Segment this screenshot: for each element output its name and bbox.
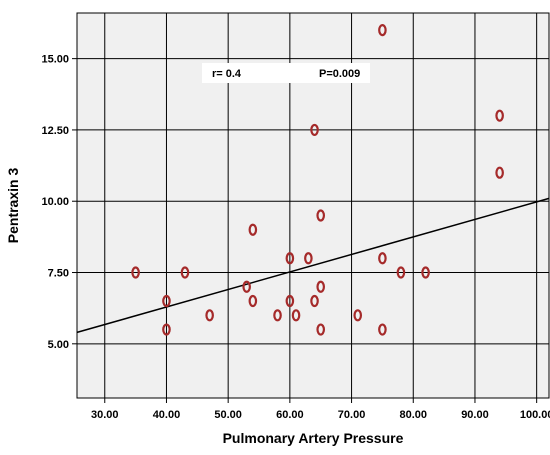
y-tick-label: 15.00: [41, 54, 69, 66]
data-point: [248, 294, 258, 308]
correlation-annotation: r= 0.4 P=0.009: [202, 63, 370, 83]
y-tick-label: 7.50: [48, 268, 69, 280]
data-point: [495, 166, 504, 179]
data-point: [291, 309, 301, 322]
x-tick-label: 30.00: [91, 409, 119, 421]
data-point: [242, 280, 251, 293]
data-point: [316, 209, 326, 222]
data-point: [304, 252, 313, 265]
regression-line: [76, 197, 550, 334]
x-tick-label: 40.00: [153, 409, 181, 421]
data-point: [378, 252, 387, 265]
y-axis-tick-labels: 5.00 7.50 10.00 12.50 15.00: [41, 54, 69, 351]
data-point: [205, 309, 214, 322]
data-point: [396, 266, 406, 279]
y-tick-label: 5.00: [48, 339, 69, 351]
data-point: [495, 109, 504, 122]
x-tick-label: 80.00: [399, 409, 427, 421]
data-point: [316, 323, 326, 336]
data-point: [353, 309, 363, 322]
data-points: [131, 24, 504, 336]
plot-border: [76, 12, 550, 399]
data-point: [316, 280, 326, 293]
data-point: [310, 123, 319, 137]
x-tick-label: 50.00: [214, 409, 242, 421]
data-point: [273, 309, 282, 322]
data-point: [378, 24, 387, 37]
x-axis-label: Pulmonary Artery Pressure: [223, 430, 404, 446]
x-tick-label: 100.00: [520, 409, 550, 421]
annotation-r-value: r= 0.4: [212, 68, 242, 80]
y-axis-label: Pentraxin 3: [5, 168, 21, 244]
regression-line-group: [76, 197, 550, 334]
data-point: [180, 266, 190, 279]
data-point: [310, 294, 319, 308]
annotation-p-value: P=0.009: [319, 68, 360, 80]
data-point: [248, 223, 258, 236]
data-point: [162, 294, 171, 308]
data-point: [162, 323, 171, 336]
annotation-box: [202, 63, 370, 83]
x-axis-tick-labels: 30.00 40.00 50.00 60.00 70.00 80.00 90.00 100.0…: [91, 409, 550, 421]
data-point: [285, 294, 295, 308]
data-point: [378, 323, 387, 336]
y-tick-label: 10.00: [41, 196, 69, 208]
x-tick-label: 60.00: [276, 409, 304, 421]
data-point: [421, 266, 430, 279]
data-point: [131, 266, 140, 279]
y-tick-label: 12.50: [41, 125, 69, 137]
data-point: [285, 252, 295, 265]
x-tick-label: 70.00: [338, 409, 366, 421]
x-tick-label: 90.00: [461, 409, 489, 421]
